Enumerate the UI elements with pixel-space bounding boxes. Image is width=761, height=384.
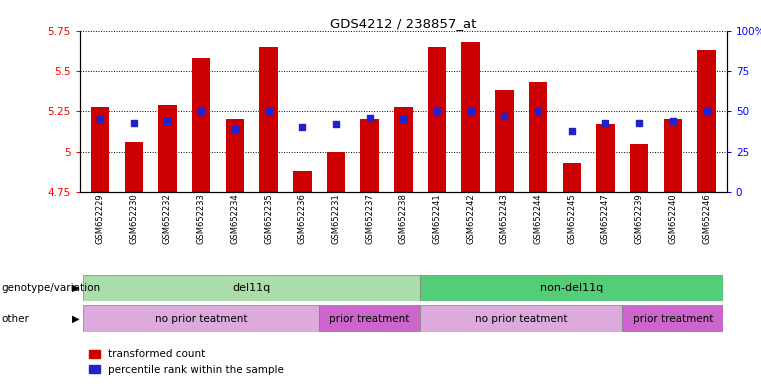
Legend: transformed count, percentile rank within the sample: transformed count, percentile rank withi… [85, 345, 288, 379]
Point [600, 119, 612, 126]
Point [128, 119, 140, 126]
Bar [260, 47, 278, 192]
Bar [394, 106, 412, 192]
Text: ▶: ▶ [72, 314, 79, 324]
Bar [361, 119, 379, 192]
Point [633, 119, 645, 126]
Bar [664, 119, 682, 192]
Bar [293, 171, 311, 192]
Bar [529, 82, 547, 192]
Text: non-del11q: non-del11q [540, 283, 603, 293]
Bar [420, 275, 724, 301]
Text: prior treatment: prior treatment [330, 314, 410, 324]
Bar [319, 305, 420, 332]
Point [498, 113, 511, 119]
Point [263, 108, 275, 114]
Point [667, 118, 679, 124]
Bar [326, 152, 345, 192]
Point [296, 124, 308, 131]
Point [229, 126, 241, 132]
Text: prior treatment: prior treatment [632, 314, 713, 324]
Bar [158, 105, 177, 192]
Text: ▶: ▶ [72, 283, 79, 293]
Bar [596, 124, 615, 192]
Bar [83, 305, 319, 332]
Text: no prior teatment: no prior teatment [475, 314, 568, 324]
Bar [461, 42, 480, 192]
Point [431, 108, 443, 114]
Bar [495, 90, 514, 192]
Bar [83, 275, 420, 301]
Point [161, 118, 174, 124]
Bar [192, 58, 211, 192]
Bar [125, 142, 143, 192]
Bar [91, 106, 110, 192]
Point [195, 108, 207, 114]
Point [532, 108, 544, 114]
Title: GDS4212 / 238857_at: GDS4212 / 238857_at [330, 17, 476, 30]
Point [94, 116, 107, 122]
Bar [420, 305, 622, 332]
Point [465, 108, 477, 114]
Text: genotype/variation: genotype/variation [2, 283, 100, 293]
Bar [622, 305, 724, 332]
Text: del11q: del11q [233, 283, 271, 293]
Point [330, 121, 342, 127]
Point [397, 116, 409, 122]
Bar [697, 50, 716, 192]
Text: no prior teatment: no prior teatment [155, 314, 247, 324]
Point [565, 127, 578, 134]
Point [364, 115, 376, 121]
Text: other: other [2, 314, 30, 324]
Bar [630, 144, 648, 192]
Bar [225, 119, 244, 192]
Point [700, 108, 712, 114]
Bar [428, 47, 446, 192]
Bar [562, 163, 581, 192]
